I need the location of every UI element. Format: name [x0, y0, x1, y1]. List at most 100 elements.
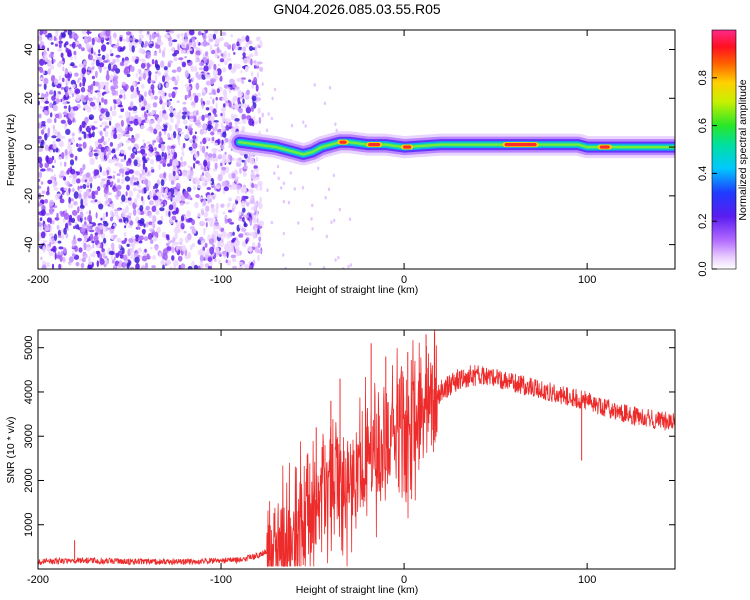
noise-speckle	[109, 142, 114, 147]
noise-speckle	[126, 262, 130, 269]
noise-speckle	[118, 168, 125, 174]
noise-speckle	[225, 215, 228, 220]
noise-speckle	[67, 30, 73, 36]
noise-speckle	[209, 221, 214, 227]
noise-speckle	[60, 52, 64, 58]
noise-speckle	[163, 47, 166, 52]
noise-speckle	[86, 244, 91, 248]
noise-speckle	[141, 169, 145, 176]
noise-speckle	[83, 234, 88, 239]
noise-speckle	[150, 246, 153, 250]
noise-speckle	[167, 196, 173, 199]
noise-speckle	[123, 154, 127, 161]
noise-speckle	[221, 139, 224, 145]
noise-speckle	[100, 108, 105, 114]
noise-speckle	[162, 194, 168, 199]
noise-speckle	[93, 235, 99, 242]
noise-speckle	[197, 163, 202, 166]
noise-speckle	[160, 144, 166, 152]
noise-speckle	[143, 44, 148, 48]
noise-speckle	[67, 203, 74, 209]
noise-speckle	[152, 102, 158, 108]
noise-speckle	[327, 187, 331, 192]
noise-speckle	[51, 165, 55, 168]
noise-speckle	[287, 200, 291, 205]
noise-speckle	[255, 156, 259, 162]
noise-speckle	[221, 238, 224, 243]
spectrogram-frame	[37, 29, 676, 270]
noise-speckle	[38, 113, 42, 119]
noise-speckle	[172, 259, 179, 267]
noise-speckle	[146, 128, 151, 132]
y-tick-label: 5000	[23, 335, 35, 359]
noise-speckle	[204, 51, 209, 57]
noise-speckle	[207, 160, 211, 168]
noise-speckle	[70, 62, 75, 67]
noise-speckle	[127, 225, 133, 228]
noise-speckle	[202, 198, 207, 206]
noise-speckle	[105, 73, 110, 81]
noise-speckle	[177, 255, 183, 262]
noise-speckle	[251, 84, 255, 89]
noise-speckle	[64, 69, 68, 75]
x-tick-label: 100	[578, 274, 596, 286]
noise-speckle	[39, 30, 43, 36]
noise-speckle	[221, 31, 227, 36]
noise-speckle	[179, 109, 182, 115]
noise-speckle	[49, 199, 54, 207]
noise-speckle	[67, 74, 71, 82]
noise-speckle	[53, 233, 58, 241]
noise-speckle	[72, 106, 79, 111]
noise-speckle	[244, 103, 248, 109]
noise-speckle	[261, 82, 264, 86]
noise-speckle	[71, 177, 77, 185]
noise-speckle	[63, 161, 67, 167]
noise-speckle	[230, 113, 234, 121]
noise-speckle	[67, 49, 72, 57]
noise-speckle	[168, 40, 173, 47]
noise-speckle	[88, 261, 93, 265]
noise-speckle	[129, 247, 134, 254]
noise-speckle	[238, 216, 244, 222]
noise-speckle	[162, 75, 166, 83]
noise-speckle	[220, 122, 223, 128]
noise-speckle	[129, 120, 134, 124]
noise-speckle	[180, 161, 184, 168]
noise-speckle	[56, 41, 59, 45]
noise-speckle	[201, 220, 204, 225]
noise-speckle	[235, 121, 241, 124]
noise-speckle	[169, 98, 173, 102]
noise-speckle	[151, 189, 156, 194]
noise-speckle	[242, 171, 247, 177]
noise-speckle	[241, 159, 245, 163]
noise-speckle	[249, 218, 253, 226]
noise-speckle	[155, 210, 160, 216]
noise-speckle	[96, 260, 100, 268]
noise-speckle	[40, 231, 46, 239]
noise-speckle	[221, 166, 227, 171]
noise-speckle	[43, 109, 48, 115]
noise-speckle	[179, 202, 184, 206]
noise-speckle	[119, 201, 124, 205]
noise-speckle	[81, 67, 87, 75]
noise-speckle	[184, 32, 188, 39]
noise-speckle	[154, 245, 159, 251]
noise-speckle	[136, 193, 140, 199]
noise-speckle	[258, 236, 262, 242]
noise-speckle	[201, 145, 206, 154]
noise-speckle	[253, 165, 258, 170]
noise-speckle	[302, 120, 305, 124]
noise-speckle	[55, 113, 60, 119]
noise-speckle	[149, 192, 153, 199]
noise-speckle	[74, 155, 78, 161]
noise-speckle	[161, 90, 165, 98]
noise-speckle	[241, 125, 246, 131]
noise-speckle	[139, 102, 142, 109]
spectrogram-y-ticks: 40 20 0 -20 -40	[23, 43, 675, 253]
noise-speckle	[223, 97, 229, 102]
noise-speckle	[220, 233, 223, 238]
noise-speckle	[189, 30, 195, 36]
noise-speckle	[152, 195, 159, 201]
spectrogram-signal-track	[228, 131, 675, 166]
noise-speckle	[113, 154, 117, 159]
